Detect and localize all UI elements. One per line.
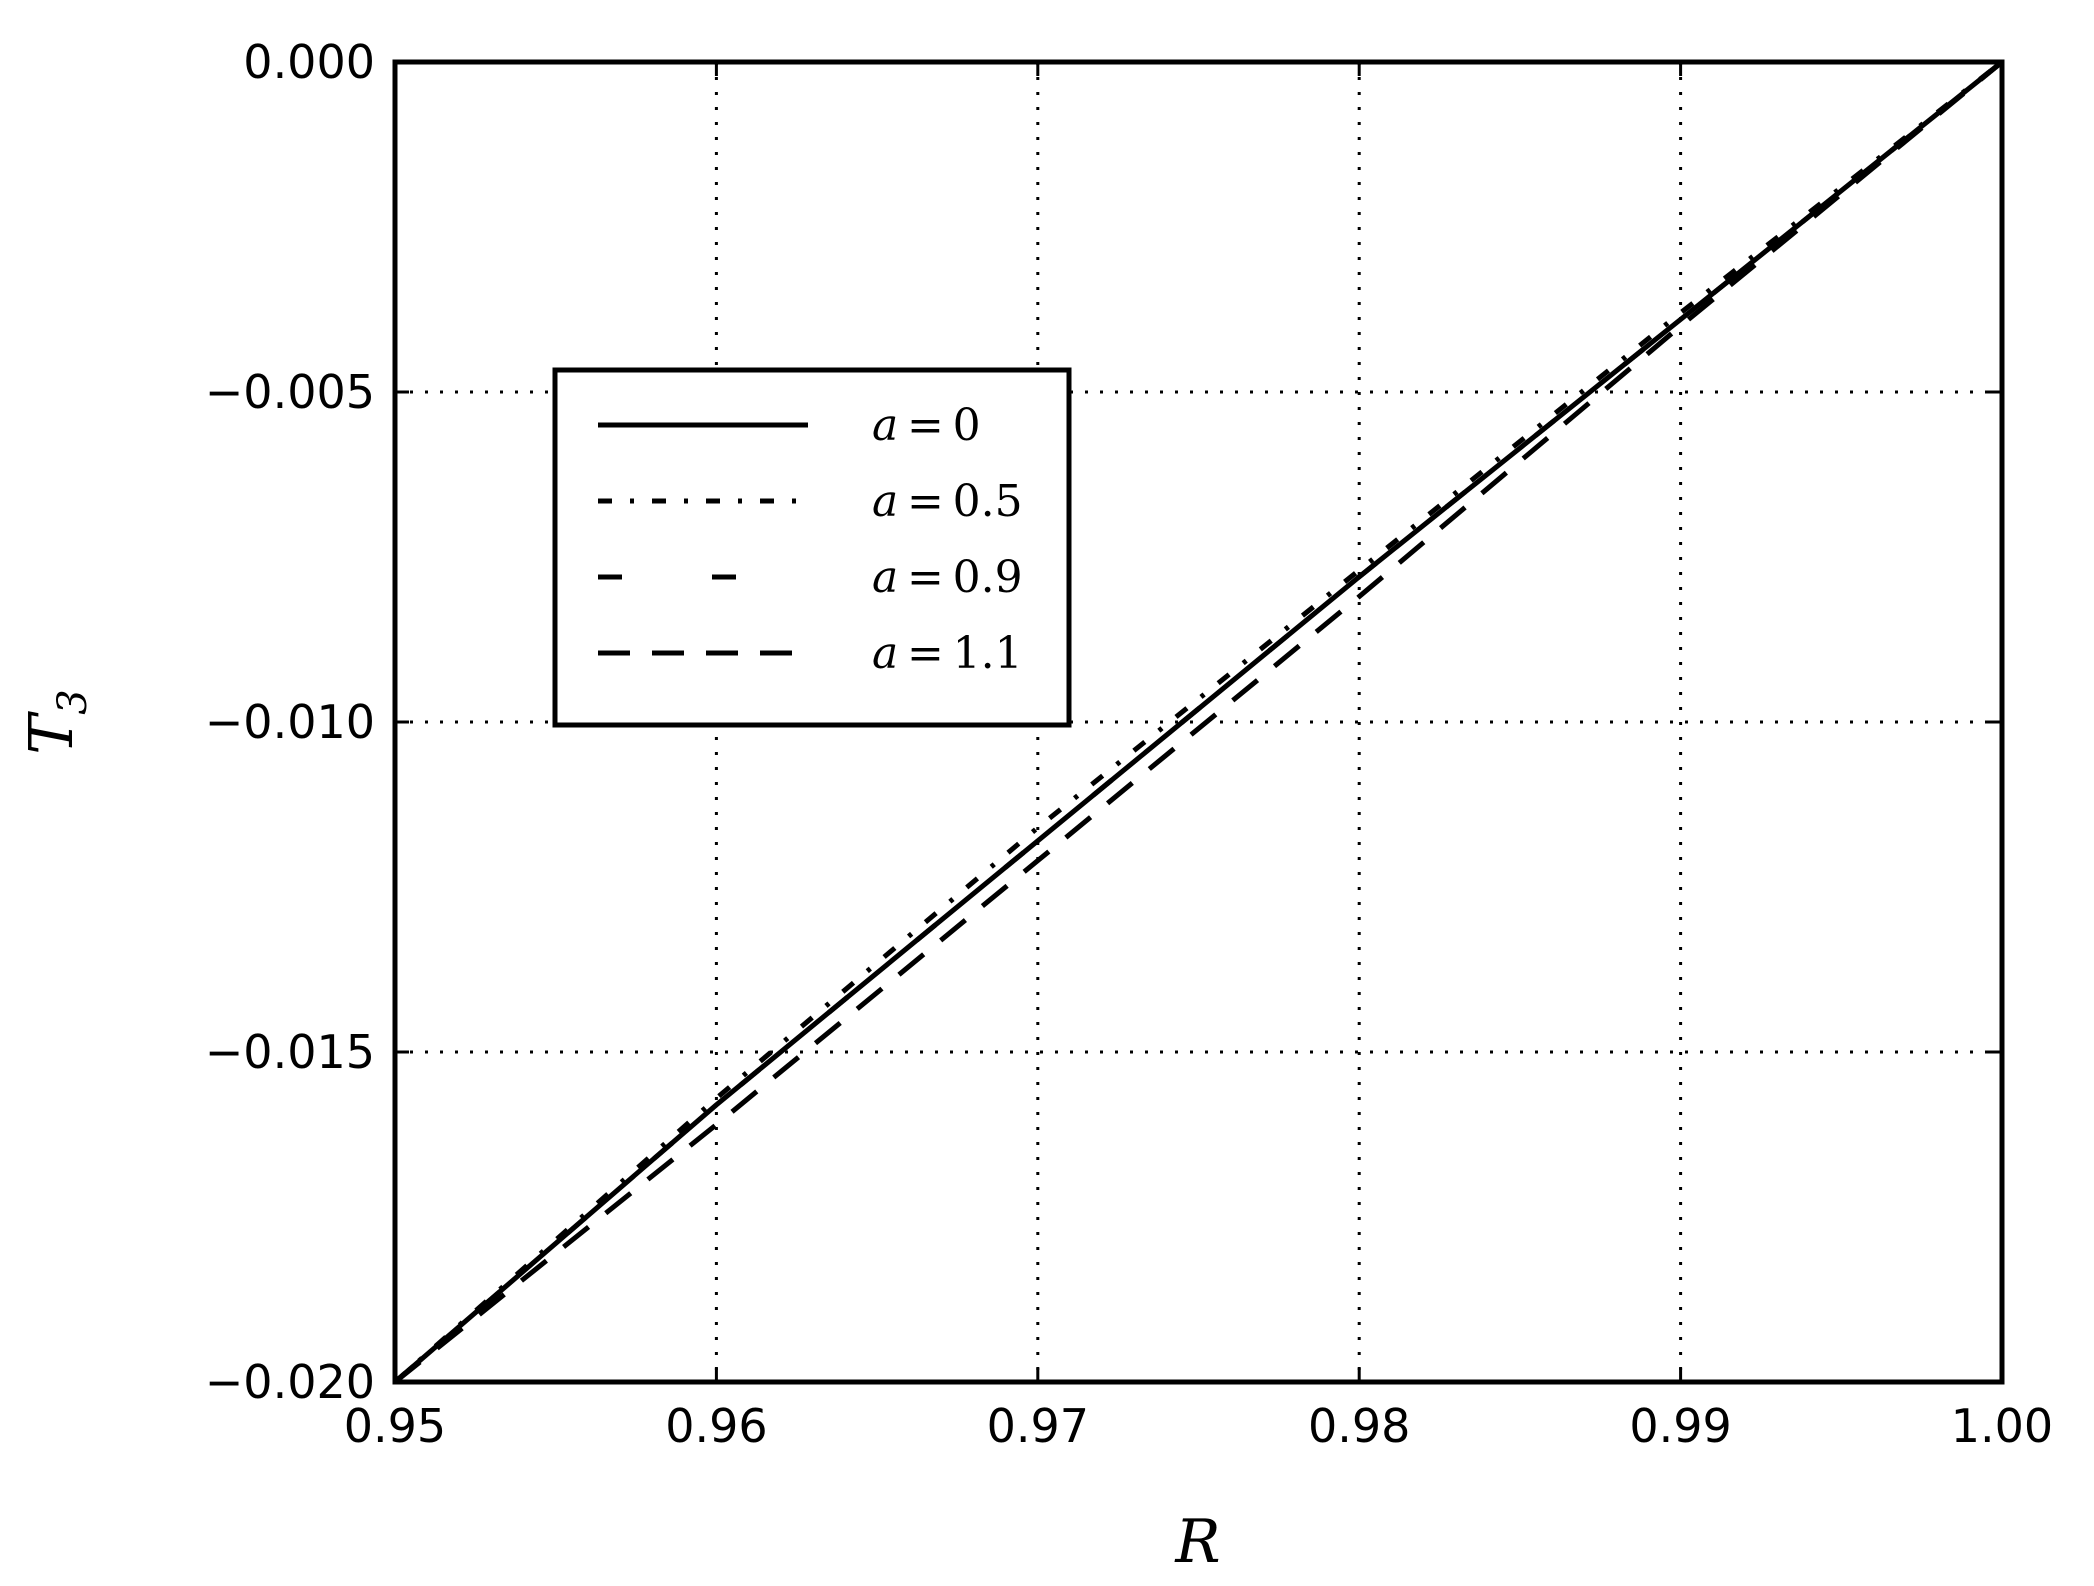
x-tick-label: 1.00: [1951, 1399, 2053, 1453]
series-lines: [393, 60, 2004, 1384]
series-line-2: [393, 60, 2004, 1384]
x-tick-label: 0.99: [1629, 1399, 1731, 1453]
axis-ticks: [393, 60, 2004, 1384]
y-tick-label: −0.015: [205, 1025, 375, 1079]
legend: a = 0 a = 0.5 a = 0.9 a = 1.1: [552, 367, 1072, 728]
legend-label-4: a = 1.1: [872, 628, 1023, 679]
y-tick-label: −0.010: [205, 695, 375, 749]
legend-box: [552, 367, 1072, 728]
y-tick-label: 0.000: [243, 35, 375, 89]
x-tick-label: 0.97: [987, 1399, 1089, 1453]
y-tick-label: −0.005: [205, 365, 375, 419]
x-tick-labels: 0.95 0.96 0.97 0.98 0.99 1.00: [344, 1399, 2053, 1453]
y-axis-label-main: T: [17, 711, 87, 755]
x-axis-label: R: [1174, 1507, 1220, 1577]
x-tick-label: 0.98: [1308, 1399, 1410, 1453]
y-tick-labels: 0.000 −0.005 −0.010 −0.015 −0.020: [205, 35, 375, 1409]
series-line-3: [393, 60, 2004, 1384]
legend-label-1: a = 0: [872, 400, 981, 451]
series-line-4: [393, 60, 2004, 1384]
x-tick-label: 0.95: [344, 1399, 446, 1453]
x-tick-label: 0.96: [665, 1399, 767, 1453]
y-tick-label: −0.020: [205, 1355, 375, 1409]
y-axis-label: T3: [17, 689, 96, 754]
legend-label-3: a = 0.9: [872, 552, 1023, 603]
y-axis-label-subscript: 3: [50, 689, 96, 714]
legend-label-2: a = 0.5: [872, 476, 1023, 527]
